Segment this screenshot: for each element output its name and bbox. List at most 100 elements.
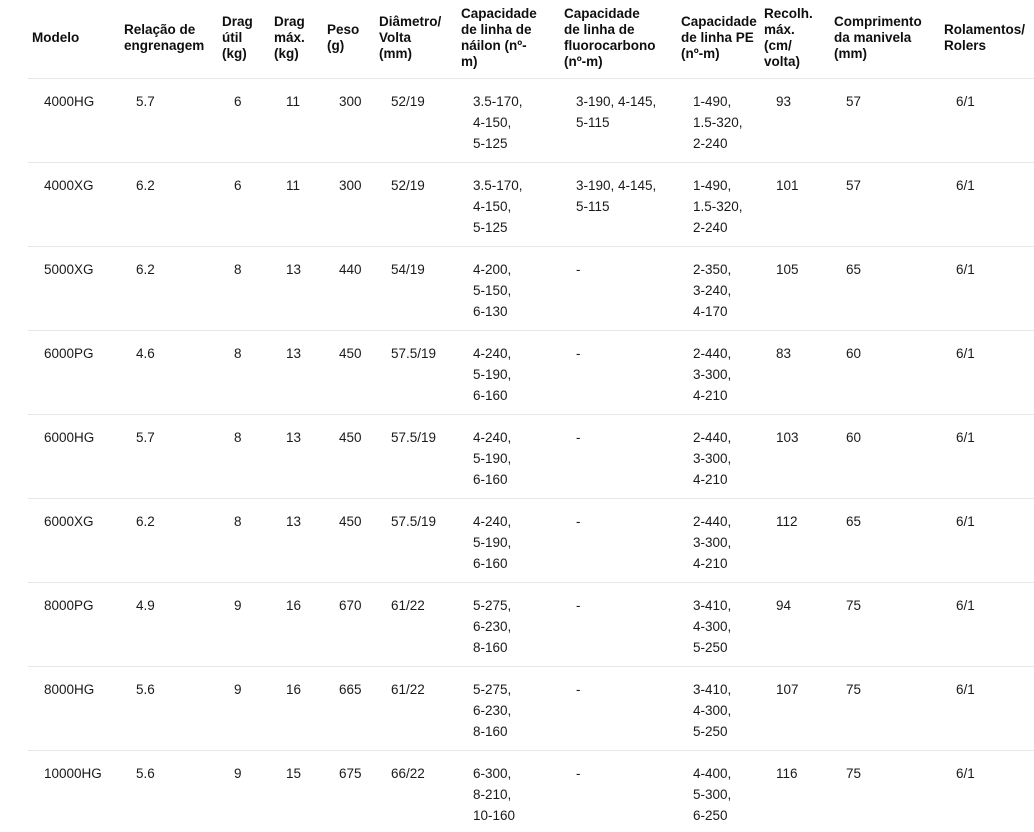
- cell-peso: 675: [339, 765, 362, 781]
- cell-nailon: 5-275, 6-230, 8-160: [473, 597, 512, 655]
- cell-fluoro: -: [576, 681, 581, 697]
- cell-pe: 1-490, 1.5-320, 2-240: [693, 177, 743, 235]
- column-header-drag-max: Drag máx. (kg): [270, 0, 323, 79]
- cell-fluoro: -: [576, 261, 581, 277]
- cell-manivela: 65: [846, 513, 862, 529]
- cell-modelo: 6000HG: [44, 429, 95, 445]
- cell-peso: 300: [339, 93, 362, 109]
- cell-relacao: 4.9: [136, 597, 155, 613]
- cell-peso: 450: [339, 513, 362, 529]
- cell-manivela: 60: [846, 345, 862, 361]
- cell-pe: 2-440, 3-300, 4-210: [693, 429, 732, 487]
- cell-diametro: 54/19: [391, 261, 425, 277]
- cell-modelo: 4000HG: [44, 93, 95, 109]
- cell-fluoro: -: [576, 597, 581, 613]
- cell-rolamentos: 6/1: [956, 345, 975, 361]
- column-header-capacidade-pe: Capacidade de linha PE (nº-m): [677, 0, 760, 79]
- header-row: Modelo Relação de engrenagem Drag útil (…: [28, 0, 1034, 79]
- cell-fluoro: 3-190, 4-145, 5-115: [576, 93, 657, 130]
- cell-peso: 665: [339, 681, 362, 697]
- cell-recolh: 103: [776, 429, 799, 445]
- cell-drag_util: 8: [234, 345, 242, 361]
- cell-diametro: 52/19: [391, 93, 425, 109]
- table-row: 6000PG 4.6 8 13 450 57.5/19 4-240, 5-190, 6-16…: [28, 330, 1034, 414]
- cell-rolamentos: 6/1: [956, 261, 975, 277]
- cell-peso: 450: [339, 345, 362, 361]
- cell-pe: 2-440, 3-300, 4-210: [693, 345, 732, 403]
- cell-relacao: 5.7: [136, 93, 155, 109]
- cell-drag_max: 13: [286, 513, 302, 529]
- table-row: 6000HG 5.7 8 13 450 57.5/19 4-240, 5-190, 6-16…: [28, 414, 1034, 498]
- cell-fluoro: -: [576, 765, 581, 781]
- cell-relacao: 5.6: [136, 765, 155, 781]
- spec-table-header: Modelo Relação de engrenagem Drag útil (…: [28, 0, 1034, 79]
- cell-rolamentos: 6/1: [956, 765, 975, 781]
- cell-modelo: 10000HG: [44, 765, 102, 781]
- cell-drag_util: 6: [234, 93, 242, 109]
- cell-recolh: 94: [776, 597, 792, 613]
- table-row: 4000HG 5.7 6 11 300 52/19 3.5-170, 4-150, 5-12…: [28, 78, 1034, 162]
- cell-relacao: 4.6: [136, 345, 155, 361]
- column-header-comprimento-manivela: Comprimento da manivela (mm): [830, 0, 940, 79]
- cell-manivela: 60: [846, 429, 862, 445]
- table-row: 8000PG 4.9 9 16 670 61/22 5-275, 6-230, 8-160 -…: [28, 582, 1034, 666]
- table-row: 4000XG 6.2 6 11 300 52/19 3.5-170, 4-150, 5-12…: [28, 162, 1034, 246]
- cell-peso: 450: [339, 429, 362, 445]
- column-header-modelo: Modelo: [28, 0, 120, 79]
- cell-diametro: 52/19: [391, 177, 425, 193]
- reel-spec-table: Modelo Relação de engrenagem Drag útil (…: [28, 0, 1034, 832]
- column-header-gear-ratio: Relação de engrenagem: [120, 0, 218, 79]
- cell-modelo: 8000HG: [44, 681, 95, 697]
- cell-peso: 300: [339, 177, 362, 193]
- table-row: 6000XG 6.2 8 13 450 57.5/19 4-240, 5-190, 6-16…: [28, 498, 1034, 582]
- cell-diametro: 57.5/19: [391, 513, 437, 529]
- column-header-peso: Peso (g): [323, 0, 375, 79]
- cell-pe: 4-400, 5-300, 6-250: [693, 765, 732, 823]
- cell-drag_util: 8: [234, 429, 242, 445]
- spec-table-body: 4000HG 5.7 6 11 300 52/19 3.5-170, 4-150, 5-12…: [28, 78, 1034, 832]
- cell-drag_util: 8: [234, 261, 242, 277]
- cell-nailon: 3.5-170, 4-150, 5-125: [473, 177, 523, 235]
- column-header-recolhimento-max: Recolh. máx. (cm/ volta): [760, 0, 830, 79]
- cell-pe: 2-350, 3-240, 4-170: [693, 261, 732, 319]
- cell-manivela: 65: [846, 261, 862, 277]
- cell-nailon: 4-240, 5-190, 6-160: [473, 345, 512, 403]
- cell-nailon: 4-240, 5-190, 6-160: [473, 429, 512, 487]
- cell-drag_max: 11: [286, 177, 301, 193]
- cell-relacao: 6.2: [136, 261, 155, 277]
- cell-drag_max: 16: [286, 597, 302, 613]
- column-header-diametro-volta: Diâmetro/ Volta (mm): [375, 0, 457, 79]
- cell-modelo: 8000PG: [44, 597, 94, 613]
- cell-nailon: 4-240, 5-190, 6-160: [473, 513, 512, 571]
- cell-pe: 3-410, 4-300, 5-250: [693, 681, 732, 739]
- cell-nailon: 4-200, 5-150, 6-130: [473, 261, 512, 319]
- cell-drag_util: 6: [234, 177, 242, 193]
- cell-drag_max: 11: [286, 93, 301, 109]
- table-row: 8000HG 5.6 9 16 665 61/22 5-275, 6-230, 8-160 -…: [28, 666, 1034, 750]
- cell-nailon: 3.5-170, 4-150, 5-125: [473, 93, 523, 151]
- cell-peso: 440: [339, 261, 362, 277]
- cell-rolamentos: 6/1: [956, 681, 975, 697]
- cell-recolh: 83: [776, 345, 792, 361]
- table-row: 5000XG 6.2 8 13 440 54/19 4-200, 5-150, 6-130 -…: [28, 246, 1034, 330]
- cell-rolamentos: 6/1: [956, 429, 975, 445]
- cell-relacao: 5.6: [136, 681, 155, 697]
- cell-rolamentos: 6/1: [956, 93, 975, 109]
- column-header-rolamentos: Rolamentos/ Rolers: [940, 0, 1034, 79]
- cell-drag_util: 9: [234, 597, 242, 613]
- column-header-drag-util: Drag útil (kg): [218, 0, 270, 79]
- cell-manivela: 57: [846, 177, 862, 193]
- cell-pe: 1-490, 1.5-320, 2-240: [693, 93, 743, 151]
- cell-relacao: 5.7: [136, 429, 155, 445]
- cell-peso: 670: [339, 597, 362, 613]
- cell-manivela: 75: [846, 597, 862, 613]
- cell-nailon: 6-300, 8-210, 10-160: [473, 765, 516, 823]
- cell-pe: 2-440, 3-300, 4-210: [693, 513, 732, 571]
- cell-manivela: 75: [846, 681, 862, 697]
- cell-recolh: 93: [776, 93, 792, 109]
- cell-drag_util: 8: [234, 513, 242, 529]
- cell-drag_max: 13: [286, 261, 302, 277]
- cell-drag_max: 16: [286, 681, 302, 697]
- cell-relacao: 6.2: [136, 513, 155, 529]
- table-row: 10000HG 5.6 9 15 675 66/22 6-300, 8-210, 10-16…: [28, 750, 1034, 832]
